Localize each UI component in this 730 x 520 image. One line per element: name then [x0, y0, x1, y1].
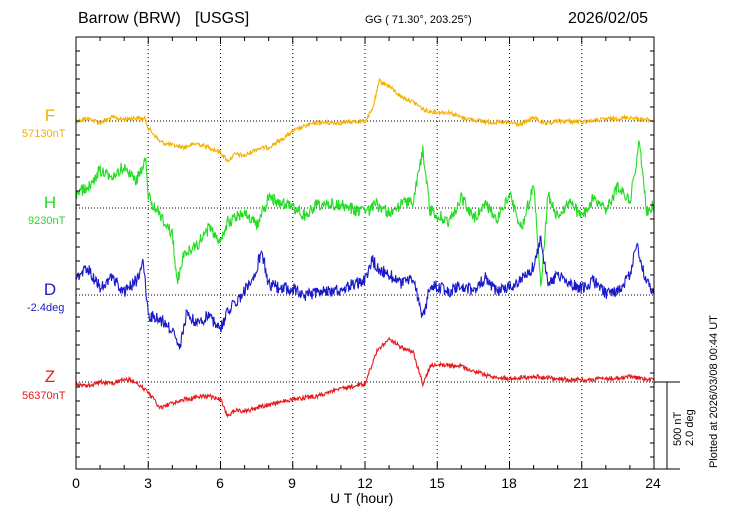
network-label: [USGS] — [195, 10, 250, 27]
chart-grid — [147, 37, 583, 469]
x-tick-label: 21 — [573, 475, 589, 491]
series-label-z: Z — [44, 367, 56, 386]
baseline-label-f: 57130nT — [22, 128, 66, 140]
station-title: Barrow (BRW) — [78, 10, 181, 27]
coordinates-label: GG ( 71.30°, 203.25°) — [365, 14, 472, 26]
series-label-d: D — [43, 280, 57, 299]
series-line-f — [75, 78, 655, 164]
baseline-label-z: 56370nT — [22, 390, 66, 402]
series-line-h — [75, 140, 655, 287]
date-label: 2026/02/05 — [568, 10, 649, 27]
baseline-label-h: 9230nT — [28, 215, 66, 227]
axis-ticks — [75, 37, 655, 469]
series-line-d — [75, 235, 655, 350]
x-tick-label: 0 — [72, 475, 80, 491]
scale-deg-label: 2.0 deg — [684, 409, 696, 446]
series-label-h: H — [43, 193, 57, 212]
scale-bar — [654, 381, 680, 470]
baseline-label-d: -2.4deg — [27, 302, 65, 314]
x-axis-label: U T (hour) — [330, 490, 394, 506]
series-label-f: F — [44, 106, 56, 125]
x-tick-label: 15 — [429, 475, 445, 491]
x-tick-label: 18 — [501, 475, 517, 491]
series-line-z — [75, 336, 655, 419]
x-tick-label: 6 — [216, 475, 224, 491]
x-tick-label: 3 — [144, 475, 152, 491]
series-lines — [75, 78, 655, 419]
baseline-lines — [76, 120, 654, 383]
plotted-timestamp: Plotted at 2026/03/08 00:44 UT — [708, 315, 720, 468]
scale-nt-label: 500 nT — [672, 411, 684, 446]
x-tick-label: 12 — [357, 475, 373, 491]
x-tick-label: 24 — [645, 475, 661, 491]
x-tick-label: 9 — [288, 475, 296, 491]
